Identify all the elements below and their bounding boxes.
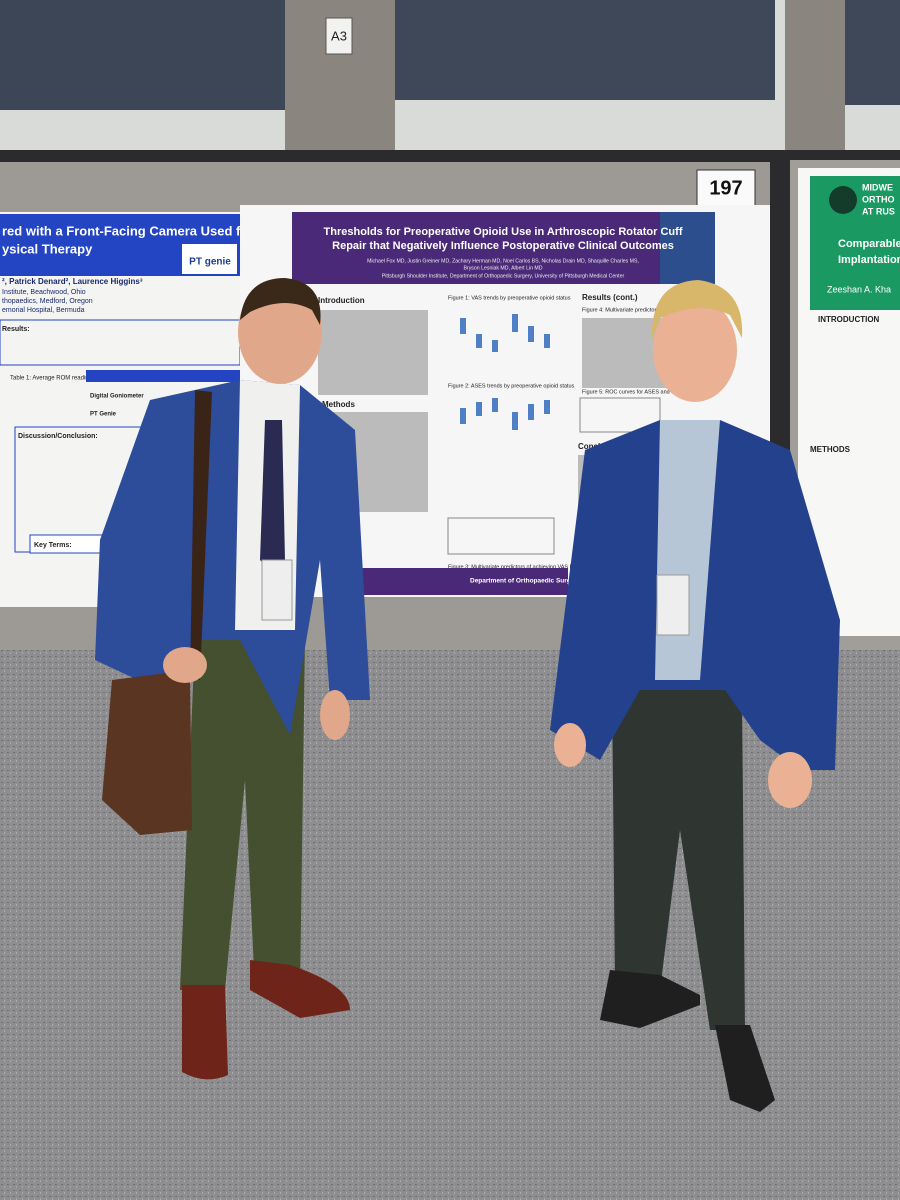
logo [829, 186, 857, 214]
body-text-part [318, 310, 428, 395]
key-terms: Key Terms: [34, 542, 72, 549]
table-caption: Table 1: Average ROM readings [10, 376, 95, 382]
person-left-part [250, 960, 350, 1018]
person-left-part [320, 690, 350, 740]
figure-boxplots-part [460, 318, 466, 334]
window [845, 0, 900, 105]
figure-boxplots-part [460, 408, 466, 424]
person-left-part [102, 670, 192, 835]
section-heading: Introduction [318, 296, 365, 305]
authors: Zeeshan A. Kha [827, 284, 891, 294]
person-right-part [554, 723, 586, 767]
figure-boxplots-part [476, 334, 482, 348]
board-frame [0, 150, 900, 162]
aisle-sign-text: A3 [331, 28, 347, 43]
figure-caption: Figure 4: Multivariate predictors of ach… [582, 307, 677, 313]
figure-caption: Figure 2: ASES trends by preoperative op… [448, 383, 575, 389]
brick-column [785, 0, 845, 150]
affiliation: Pittsburgh Shoulder Institute, Departmen… [382, 273, 625, 279]
section-heading: Results: [2, 326, 30, 333]
figure-boxplots-part [512, 412, 518, 430]
figure-boxplots-part [544, 334, 550, 348]
board-number-text: 197 [709, 177, 742, 199]
person-right-part [651, 280, 743, 340]
person-right-part [653, 298, 737, 402]
section-heading: Discussion/Conclusion: [18, 433, 98, 440]
person-right-part [600, 970, 700, 1028]
section-heading: Results (cont.) [582, 293, 638, 302]
figure-boxplots-part [528, 404, 534, 420]
figure-caption: Figure 1: VAS trends by preoperative opi… [448, 295, 571, 301]
person-left-part [261, 559, 293, 621]
figure-boxplots-part [476, 402, 482, 416]
figure-caption: Figure 5: ROC curves for ASES and VAS [582, 389, 682, 395]
person-right-part [715, 1025, 775, 1112]
table-header [86, 370, 240, 382]
poster-title: ysical Therapy [2, 241, 93, 256]
person-left-part [182, 985, 228, 1080]
center-poster-header [292, 212, 715, 284]
authors: ², Patrick Denard², Laurence Higgins³ [2, 277, 143, 286]
person-right-part [768, 752, 812, 808]
section-heading: Methods [322, 400, 355, 409]
affiliation: Institute, Beachwood, Ohio [2, 289, 86, 296]
window [395, 0, 775, 100]
section-heading: METHODS [810, 445, 851, 454]
footer-text: Department of Orthopaedic Surgery [470, 578, 581, 585]
person-left-part [163, 647, 207, 683]
person-right-part [656, 574, 690, 636]
org-name: MIDWE [862, 182, 893, 192]
org-name: ORTHO [862, 194, 895, 204]
table-cell: Digital Goniometer [90, 394, 144, 400]
authors: Bryson Lesniak MD, Albert Lin MD [464, 265, 543, 271]
logo: PT genie [189, 257, 231, 268]
person-left-part [180, 640, 305, 990]
figure-caption: Figure 3: Multivariate predictors of ach… [448, 564, 584, 570]
figure-boxplots-part [512, 314, 518, 332]
poster-title: Implantation [838, 254, 900, 266]
poster-title: red with a Front-Facing Camera Used for [2, 223, 253, 238]
table-cell: PT Genie [90, 412, 117, 418]
authors: Michael Fox MD, Justin Greiner MD, Zacha… [367, 258, 639, 264]
header-accent [660, 212, 715, 284]
person-right [550, 280, 840, 1112]
figure-boxplots [460, 314, 550, 430]
poster-title: Comparable S [838, 238, 900, 250]
window [0, 0, 285, 110]
person-left-part [240, 278, 321, 325]
person-right-part [612, 690, 745, 1030]
figure-table [447, 517, 555, 555]
person-left-part [190, 390, 212, 680]
org-name: AT RUS [862, 206, 895, 216]
center-poster-footer [340, 568, 568, 595]
figure-roc [579, 397, 661, 433]
figure-boxplots-part [492, 340, 498, 352]
board-number [696, 169, 756, 207]
affiliation: emorial Hospital, Bermuda [2, 307, 85, 314]
poster-title: Thresholds for Preoperative Opioid Use i… [324, 226, 683, 238]
figure-boxplots-part [544, 400, 550, 414]
person-left-part [260, 420, 285, 570]
poster-title: Repair that Negatively Influence Postope… [332, 240, 674, 252]
figure-boxplots-part [492, 398, 498, 412]
person-left [95, 278, 370, 1080]
person-left-part [95, 380, 370, 735]
aisle-sign [325, 17, 353, 55]
affiliation: thopaedics, Medford, Oregon [2, 298, 93, 305]
figure-boxplots-part [528, 326, 534, 342]
section-heading: INTRODUCTION [818, 315, 880, 324]
logo-box [182, 244, 237, 274]
